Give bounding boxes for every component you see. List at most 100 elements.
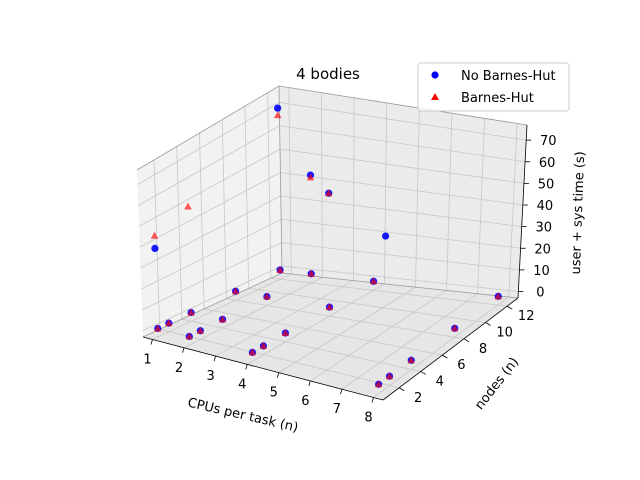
y-gridline-left (199, 133, 205, 309)
legend-label-no-barnes-hut: No Barnes-Hut (461, 69, 556, 84)
x-tick-label: 2 (175, 361, 183, 376)
x-tick-label: 3 (206, 369, 214, 384)
y-tick-mark (506, 305, 513, 310)
x-gridline-floor (152, 273, 292, 340)
x-gridline-floor (373, 296, 509, 398)
data-point-no-barnes-hut (151, 244, 159, 253)
z-tick-label: 10 (533, 264, 550, 279)
x-tick-mark (340, 389, 343, 395)
x-gridline-back (477, 118, 485, 294)
z-tick-label: 20 (534, 242, 551, 257)
pane-edges (136, 85, 528, 338)
legend-label-barnes-hut: Barnes-Hut (461, 91, 534, 106)
y-tick-mark (420, 371, 427, 375)
data-point-barnes-hut (450, 324, 459, 332)
x-tick-mark (245, 364, 248, 370)
z-tick-label: 40 (537, 199, 554, 214)
y-gridline-left (221, 119, 227, 299)
x-tick-mark (276, 372, 280, 378)
x-gridline-floor (247, 283, 385, 365)
z-axis-label: user + sys time (s) (569, 151, 588, 275)
y-tick-mark (398, 387, 405, 392)
x-axis-label: CPUs per task (n) (186, 396, 299, 436)
y-gridline-left (244, 106, 250, 289)
data-point-no-barnes-hut (274, 104, 282, 112)
x-gridline-back (321, 92, 323, 278)
data-point-barnes-hut (259, 341, 268, 349)
z-gridline-left (140, 195, 281, 269)
z-tick-label: 60 (539, 156, 556, 171)
x-tick-mark (371, 397, 374, 403)
z-gridline-back (281, 218, 521, 249)
data-point-no-barnes-hut (381, 232, 390, 240)
pane-edge-floor-left (142, 272, 283, 338)
x-tick-label: 6 (301, 394, 309, 409)
x-tick-label: 1 (143, 352, 151, 367)
pane-floor (143, 273, 518, 400)
legend: No Barnes-Hut Barnes-Hut (417, 62, 570, 112)
x-tick-mark (308, 380, 311, 387)
y-tick-label: 2 (414, 391, 422, 406)
y-tick-label: 8 (479, 342, 487, 357)
data-point-barnes-hut (281, 328, 290, 336)
z-tick-label: 50 (538, 177, 555, 192)
x-axis-line (142, 336, 384, 401)
data-point-barnes-hut (273, 111, 282, 119)
z-gridline-back (279, 101, 527, 141)
data-markers (150, 104, 503, 388)
data-point-barnes-hut (369, 277, 378, 285)
data-point-barnes-hut (307, 269, 316, 277)
z-tick-label: 0 (536, 286, 544, 301)
pane-edge-floor-back (281, 272, 519, 299)
grid-lines (137, 87, 527, 398)
data-point-barnes-hut (187, 308, 195, 316)
z-gridline-left (138, 148, 281, 227)
data-point-barnes-hut (248, 348, 257, 356)
x-tick-label: 4 (238, 377, 246, 392)
y-axis-label: nodes (n) (472, 355, 522, 413)
x-tick-label: 7 (333, 402, 341, 417)
y-gridline-floor (181, 318, 421, 372)
z-gridline-left (141, 242, 282, 311)
data-point-barnes-hut (385, 372, 394, 380)
data-point-barnes-hut (374, 380, 383, 388)
x-gridline-floor (215, 280, 354, 357)
x-gridline-back (446, 113, 453, 291)
data-point-barnes-hut (407, 356, 416, 364)
z-gridline-back (280, 172, 523, 206)
data-point-barnes-hut (153, 324, 162, 332)
y-tick-label: 4 (436, 374, 444, 389)
x-gridline-back (415, 108, 420, 288)
z-gridline-left (142, 265, 283, 332)
y-tick-mark (485, 322, 491, 326)
legend-frame (417, 62, 570, 112)
data-point-barnes-hut (165, 319, 173, 327)
z-gridline-left (137, 102, 280, 185)
z-gridline-left (139, 172, 281, 248)
x-tick-mark (150, 339, 153, 345)
z-tick-label: 70 (540, 134, 557, 149)
z-gridline-back (281, 242, 520, 271)
y-axis-line (382, 297, 519, 401)
y-gridline-left (267, 92, 272, 279)
y-gridline-floor (159, 328, 400, 389)
legend-marker-barnes-hut (431, 93, 439, 100)
data-point-barnes-hut (306, 173, 315, 181)
data-point-barnes-hut (218, 315, 227, 323)
data-point-barnes-hut (184, 202, 192, 210)
data-point-barnes-hut (276, 265, 284, 273)
data-point-barnes-hut (150, 231, 159, 239)
x-tick-label: 5 (270, 386, 278, 401)
data-point-barnes-hut (325, 303, 334, 311)
x-gridline-floor (278, 286, 416, 373)
z-gridline-back (279, 125, 526, 163)
z-axis-line (517, 124, 528, 299)
data-point-barnes-hut (494, 292, 503, 300)
z-gridline-back (281, 265, 519, 292)
z-gridline-left (138, 125, 280, 206)
x-gridline-floor (183, 276, 323, 349)
data-point-barnes-hut (196, 326, 205, 334)
y-tick-label: 12 (518, 309, 535, 324)
